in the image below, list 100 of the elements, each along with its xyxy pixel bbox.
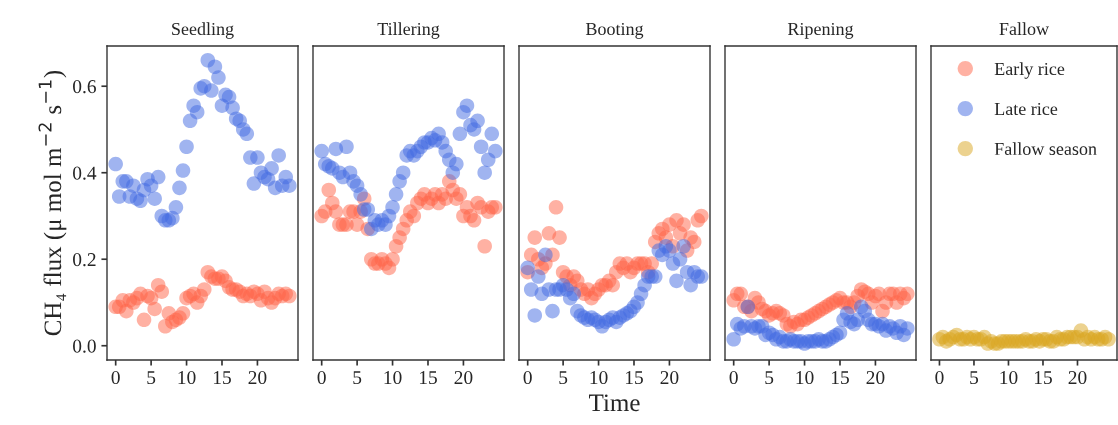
point	[900, 286, 915, 302]
legend-label: Early rice	[994, 62, 1065, 79]
point	[459, 98, 475, 113]
point	[647, 269, 663, 284]
y-axis-title: CH₄ flux (μ mol m$^{−2}$ s$^{−1}$)	[38, 70, 67, 336]
point	[644, 256, 659, 271]
point	[538, 247, 553, 263]
point	[672, 251, 688, 267]
x-tick-label: 0	[111, 370, 120, 385]
point	[473, 139, 489, 155]
x-tick-label: 15	[625, 371, 643, 385]
point	[189, 104, 205, 120]
x-tick-label: 20	[454, 370, 473, 385]
point	[531, 269, 546, 284]
point	[694, 208, 709, 224]
point	[385, 251, 400, 267]
point	[154, 284, 170, 299]
x-tick-label: 15	[213, 371, 231, 385]
chart-title: Seedling	[172, 22, 234, 39]
point	[676, 217, 691, 232]
point	[211, 70, 226, 85]
point	[477, 165, 492, 181]
x-tick-label: 20	[1068, 370, 1087, 385]
point	[264, 161, 279, 176]
point	[527, 230, 543, 245]
point	[726, 331, 741, 347]
x-tick-label: 0	[935, 370, 944, 385]
point	[466, 213, 482, 228]
point	[694, 269, 709, 284]
y-tick-label: 0.4	[73, 166, 97, 180]
point	[395, 165, 411, 181]
point	[662, 243, 677, 258]
point	[669, 273, 684, 289]
x-tick-label: 10	[796, 370, 814, 385]
point	[1101, 331, 1116, 347]
x-tick-label: 20	[866, 370, 885, 385]
chart-title: Fallow	[999, 22, 1049, 36]
legend-label: Late rice	[994, 102, 1058, 116]
x-tick-label: 15	[831, 371, 849, 385]
point	[172, 180, 187, 196]
point	[676, 238, 691, 254]
x-axis-title: Time	[589, 394, 640, 412]
x-tick-label: 15	[1034, 371, 1052, 385]
point	[175, 163, 191, 178]
y-tick-label: 0.6	[73, 80, 96, 94]
point	[239, 126, 255, 142]
x-tick-label: 10	[1000, 370, 1018, 385]
x-tick-label: 10	[590, 370, 608, 385]
point	[314, 143, 329, 159]
point	[246, 176, 262, 191]
point	[147, 191, 162, 206]
point	[250, 150, 265, 165]
x-tick-label: 0	[523, 370, 532, 385]
x-tick-label: 10	[384, 370, 402, 385]
point	[385, 200, 400, 215]
point	[136, 312, 152, 328]
point	[477, 238, 492, 254]
x-tick-label: 0	[317, 370, 326, 385]
chart-title: Booting	[585, 22, 644, 39]
point	[168, 200, 184, 215]
point	[520, 260, 535, 276]
point	[282, 178, 297, 193]
point	[179, 139, 194, 155]
x-tick-label: 5	[970, 371, 979, 385]
point	[353, 187, 368, 202]
x-tick-label: 20	[248, 370, 267, 385]
point	[175, 306, 191, 321]
point	[328, 204, 344, 219]
point	[196, 282, 212, 297]
x-tick-label: 5	[559, 371, 568, 385]
point	[204, 83, 219, 98]
point	[339, 139, 354, 155]
x-tick-label: 5	[147, 371, 156, 385]
point	[832, 325, 848, 341]
point	[388, 187, 404, 202]
point	[470, 113, 485, 129]
x-tick-label: 0	[729, 370, 738, 385]
point	[527, 308, 543, 323]
point	[488, 200, 503, 215]
chart-title: Tillering	[377, 22, 440, 39]
chart-title: Ripening	[787, 22, 854, 39]
point	[900, 321, 915, 336]
point	[548, 200, 564, 215]
point	[321, 182, 337, 198]
x-tick-label: 5	[765, 371, 774, 385]
y-tick-label: 0.0	[73, 339, 96, 353]
point	[452, 187, 468, 202]
point	[360, 202, 376, 217]
legend-label: Fallow season	[994, 142, 1097, 156]
point	[488, 143, 503, 159]
point	[108, 156, 123, 172]
point	[545, 303, 560, 319]
x-tick-label: 20	[660, 370, 679, 385]
point	[271, 148, 286, 163]
point	[566, 286, 582, 302]
point	[449, 156, 464, 172]
y-tick-label: 0.2	[73, 253, 96, 267]
x-tick-label: 10	[178, 370, 196, 385]
point	[733, 286, 749, 302]
point	[605, 277, 621, 293]
